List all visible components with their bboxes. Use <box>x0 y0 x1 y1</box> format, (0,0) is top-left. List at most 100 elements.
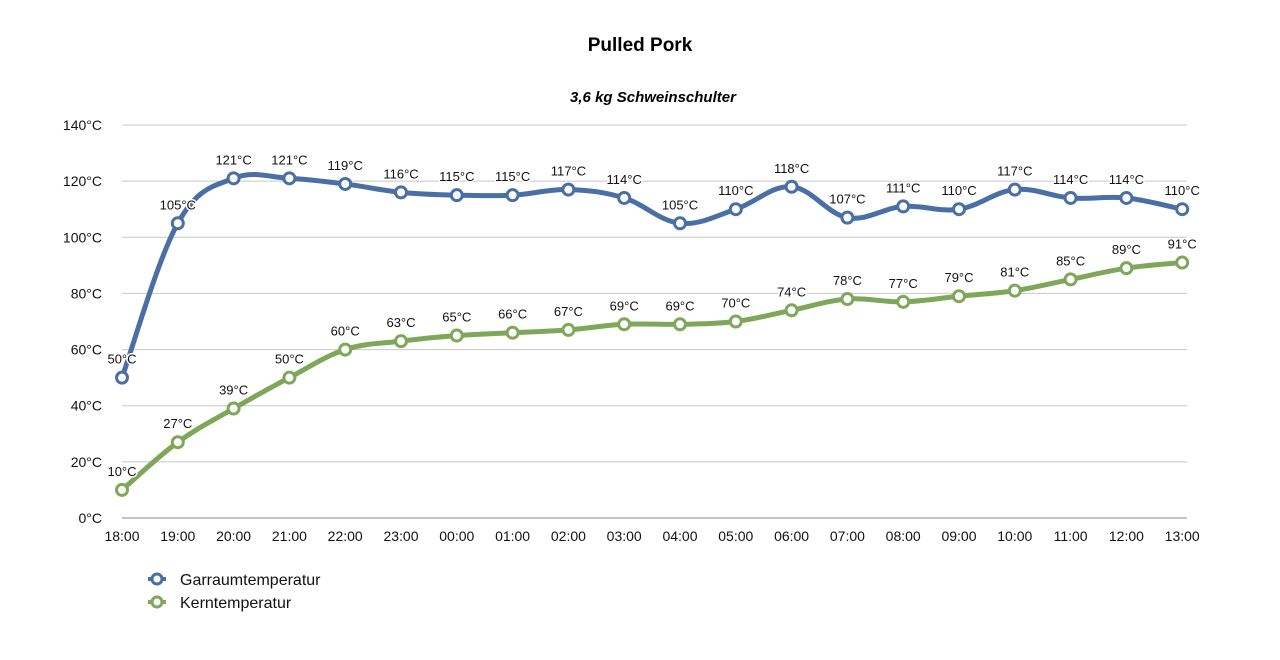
data-point <box>1119 190 1134 205</box>
y-axis: 0°C 20°C 40°C 60°C 80°C 100°C 120°C 140°C <box>63 117 102 526</box>
data-label: 115°C <box>439 169 474 184</box>
y-tick-label: 40°C <box>71 398 102 414</box>
data-label: 39°C <box>219 383 248 398</box>
data-labels: 50°C 105°C 121°C 121°C 119°C 116°C 115°C 115°C 1… <box>106 151 1201 481</box>
data-label: 118°C <box>774 161 809 176</box>
chart-title: Pulled Pork <box>588 35 693 56</box>
data-point <box>1007 283 1022 298</box>
data-label: 114°C <box>1053 172 1088 187</box>
data-point <box>394 334 408 349</box>
data-point <box>617 190 632 205</box>
data-label: 69°C <box>610 298 639 313</box>
data-point <box>394 185 408 200</box>
x-tick-label: 13:00 <box>1165 528 1200 544</box>
data-label: 69°C <box>665 298 694 313</box>
data-label: 110°C <box>718 183 753 198</box>
data-label: 50°C <box>275 352 304 367</box>
data-point <box>728 202 743 217</box>
series-line <box>119 172 1185 381</box>
gridlines <box>122 124 1187 519</box>
data-label: 70°C <box>721 296 750 311</box>
x-tick-label: 06:00 <box>774 528 809 544</box>
x-tick-label: 04:00 <box>662 528 697 544</box>
data-point <box>896 294 911 309</box>
data-label: 117°C <box>997 164 1032 179</box>
data-label: 74°C <box>777 284 806 299</box>
data-label: 105°C <box>160 197 196 212</box>
x-tick-label: 01:00 <box>495 528 530 544</box>
y-tick-label: 120°C <box>63 173 102 189</box>
data-label: 105°C <box>662 197 698 212</box>
data-label: 10°C <box>107 464 136 479</box>
data-label: 107°C <box>829 192 865 207</box>
data-point <box>840 292 855 307</box>
data-label: 77°C <box>889 276 918 291</box>
data-point <box>561 182 576 197</box>
data-point <box>617 317 632 332</box>
data-point <box>338 176 353 191</box>
data-label: 121°C <box>215 152 251 167</box>
x-tick-label: 03:00 <box>607 528 642 544</box>
data-point <box>338 342 353 357</box>
y-tick-label: 60°C <box>71 342 102 358</box>
x-axis: 18:00 19:00 20:00 21:00 22:00 23:00 00:00 01:00… <box>104 528 1199 544</box>
y-tick-label: 140°C <box>63 117 102 133</box>
data-label: 27°C <box>163 416 192 431</box>
data-label: 89°C <box>1112 242 1141 257</box>
data-label: 116°C <box>383 166 418 181</box>
data-point <box>1007 182 1022 197</box>
data-label: 79°C <box>944 270 973 285</box>
data-point <box>449 188 464 203</box>
data-point <box>115 370 129 385</box>
data-point <box>673 216 687 231</box>
y-tick-label: 20°C <box>71 454 102 470</box>
x-tick-label: 22:00 <box>328 528 363 544</box>
data-label: 117°C <box>551 164 586 179</box>
series-line <box>119 260 1185 493</box>
legend-label: Garraumtemperatur <box>180 572 321 589</box>
data-point <box>673 317 687 332</box>
data-label: 78°C <box>833 273 862 288</box>
data-point <box>1175 202 1190 217</box>
x-tick-label: 20:00 <box>216 528 251 544</box>
data-point <box>896 199 911 214</box>
x-tick-label: 00:00 <box>439 528 474 544</box>
data-point <box>561 322 576 337</box>
data-label: 66°C <box>498 307 527 322</box>
chart-subtitle: 3,6 kg Schweinschulter <box>570 89 737 106</box>
data-point <box>449 328 464 343</box>
data-point <box>784 179 799 194</box>
x-tick-label: 02:00 <box>551 528 586 544</box>
data-point <box>1063 272 1078 287</box>
data-label: 81°C <box>1000 265 1029 280</box>
data-label: 121°C <box>271 152 307 167</box>
data-point <box>226 171 241 186</box>
data-label: 111°C <box>886 180 920 195</box>
data-label: 115°C <box>495 169 530 184</box>
data-point <box>952 202 966 217</box>
x-tick-label: 05:00 <box>718 528 753 544</box>
data-label: 114°C <box>1109 172 1144 187</box>
x-tick-label: 09:00 <box>941 528 976 544</box>
data-point <box>784 303 799 318</box>
data-label: 110°C <box>941 183 976 198</box>
legend-swatch-marker <box>150 572 164 586</box>
y-tick-label: 0°C <box>79 510 103 526</box>
data-label: 63°C <box>386 315 415 330</box>
data-label: 67°C <box>554 304 583 319</box>
data-point <box>115 482 129 497</box>
data-label: 50°C <box>107 352 136 367</box>
x-tick-label: 11:00 <box>1054 528 1088 544</box>
x-tick-label: 07:00 <box>830 528 865 544</box>
data-point <box>840 210 855 225</box>
x-tick-label: 19:00 <box>160 528 195 544</box>
data-point <box>282 171 297 186</box>
x-tick-label: 08:00 <box>886 528 921 544</box>
x-tick-label: 18:00 <box>104 528 139 544</box>
data-point <box>505 325 520 340</box>
legend-label: Kerntemperatur <box>180 595 292 612</box>
data-point <box>1175 255 1190 270</box>
data-label: 91°C <box>1168 237 1197 252</box>
data-point <box>282 370 297 385</box>
